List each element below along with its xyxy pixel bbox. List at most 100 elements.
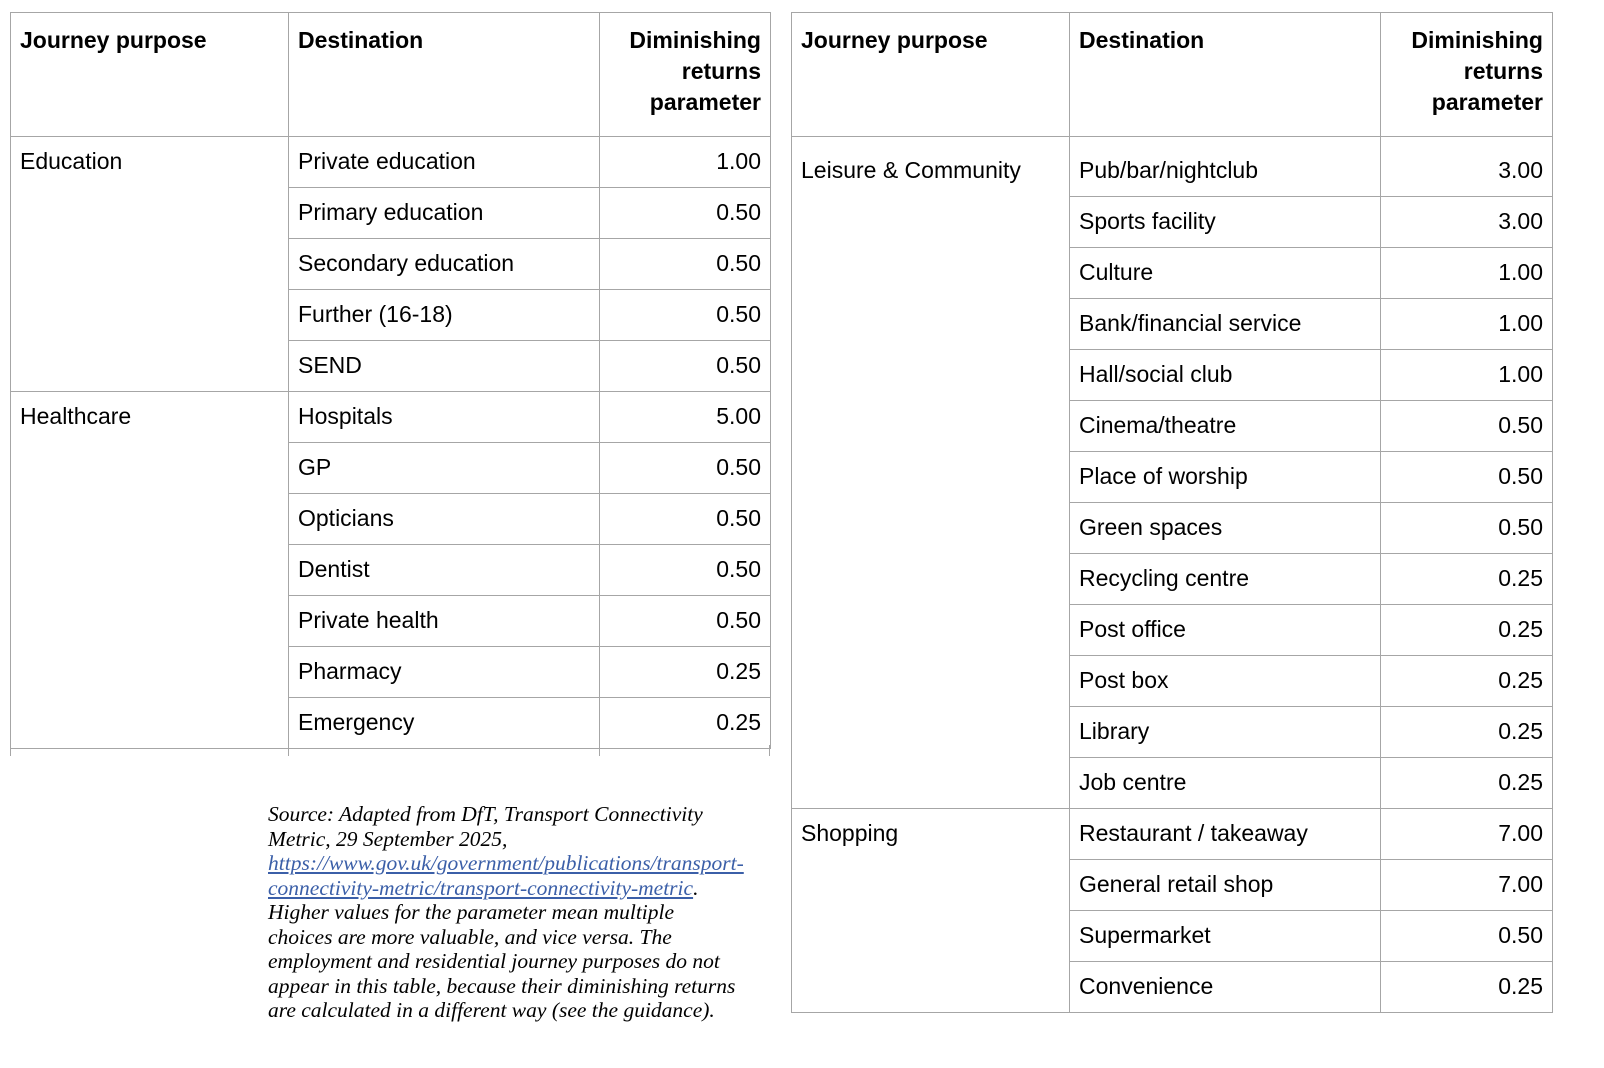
- table-row: Sports facility 3.00: [792, 196, 1553, 248]
- destination-cell: Opticians: [288, 493, 600, 545]
- table-row: Private health 0.50: [11, 595, 771, 647]
- parameter-value-cell: 7.00: [1380, 808, 1553, 860]
- parameter-value-cell: 0.25: [1380, 553, 1553, 605]
- destination-cell: Secondary education: [288, 238, 600, 290]
- table-border: [599, 745, 600, 756]
- destination-cell: General retail shop: [1069, 859, 1381, 911]
- parameter-value-cell: 3.00: [1380, 136, 1553, 197]
- table-row: Healthcare Hospitals 5.00: [10, 391, 771, 749]
- destination-cell: Private health: [288, 595, 600, 647]
- parameter-value-cell: 1.00: [1380, 349, 1553, 401]
- table-row: Library 0.25: [792, 706, 1553, 758]
- journey-purpose-cell: Healthcare: [10, 391, 289, 749]
- parameter-value-cell: 0.25: [1380, 604, 1553, 656]
- parameter-value-cell: 0.50: [599, 289, 771, 341]
- source-link[interactable]: https://www.gov.uk/government/publicatio…: [268, 851, 744, 900]
- parameter-value-cell: 1.00: [599, 136, 771, 188]
- table-row: General retail shop 7.00: [792, 859, 1553, 911]
- table-row: Leisure & Community Pub/bar/nightclub 3.00: [791, 136, 1553, 809]
- header-parameter: Diminishing returns parameter: [1380, 12, 1553, 137]
- parameter-value-cell: 3.00: [1380, 196, 1553, 248]
- parameter-value-cell: 0.50: [599, 238, 771, 290]
- journey-purpose-cell: Leisure & Community: [791, 136, 1070, 809]
- journey-purpose-cell: Shopping: [791, 808, 1070, 1013]
- destination-cell: Hall/social club: [1069, 349, 1381, 401]
- destination-cell: Restaurant / takeaway: [1069, 808, 1381, 860]
- table-row: Bank/financial service 1.00: [792, 298, 1553, 350]
- table-row: Culture 1.00: [792, 247, 1553, 299]
- table-row: Post office 0.25: [792, 604, 1553, 656]
- parameter-value-cell: 1.00: [1380, 298, 1553, 350]
- destination-cell: Pub/bar/nightclub: [1069, 136, 1381, 197]
- parameter-value-cell: 0.50: [599, 493, 771, 545]
- parameter-value-cell: 0.50: [1380, 502, 1553, 554]
- table-border: [769, 745, 770, 756]
- parameter-value-cell: 0.25: [1380, 961, 1553, 1013]
- table-row: Convenience 0.25: [792, 961, 1553, 1013]
- parameter-value-cell: 0.50: [599, 187, 771, 239]
- destination-cell: Dentist: [288, 544, 600, 596]
- table-row: Dentist 0.50: [11, 544, 771, 596]
- destination-cell: Convenience: [1069, 961, 1381, 1013]
- parameter-value-cell: 0.50: [599, 442, 771, 494]
- header-destination: Destination: [288, 12, 600, 137]
- destination-cell: Private education: [288, 136, 600, 188]
- destination-cell: Supermarket: [1069, 910, 1381, 962]
- diminishing-returns-table-left: Journey purpose Destination Diminishing …: [10, 12, 771, 749]
- parameter-value-cell: 0.25: [1380, 655, 1553, 707]
- parameter-value-cell: 0.25: [599, 646, 771, 698]
- parameter-value-cell: 0.25: [599, 697, 771, 749]
- destination-cell: SEND: [288, 340, 600, 392]
- destination-cell: Emergency: [288, 697, 600, 749]
- table-row: Emergency 0.25: [11, 697, 771, 749]
- parameter-value-cell: 1.00: [1380, 247, 1553, 299]
- destination-cell: Post office: [1069, 604, 1381, 656]
- table-row: GP 0.50: [11, 442, 771, 494]
- header-destination: Destination: [1069, 12, 1381, 137]
- header-journey-purpose: Journey purpose: [10, 12, 289, 137]
- table-row: Shopping Restaurant / takeaway 7.00: [791, 808, 1553, 1013]
- parameter-value-cell: 0.50: [1380, 451, 1553, 503]
- destination-cell: Pharmacy: [288, 646, 600, 698]
- parameter-value-cell: 5.00: [599, 391, 771, 443]
- parameter-value-cell: 0.25: [1380, 706, 1553, 758]
- parameter-value-cell: 0.50: [599, 544, 771, 596]
- table-row: Hall/social club 1.00: [792, 349, 1553, 401]
- destination-cell: Sports facility: [1069, 196, 1381, 248]
- parameter-value-cell: 0.25: [1380, 757, 1553, 809]
- destination-cell: Cinema/theatre: [1069, 400, 1381, 452]
- source-note: Source: Adapted from DfT, Transport Conn…: [268, 802, 744, 1023]
- table-row: Education Private education 1.00: [10, 136, 771, 392]
- destination-cell: Further (16-18): [288, 289, 600, 341]
- table-row: Place of worship 0.50: [792, 451, 1553, 503]
- destination-cell: Bank/financial service: [1069, 298, 1381, 350]
- source-text: Source: Adapted from DfT, Transport Conn…: [268, 802, 703, 851]
- parameter-value-cell: 0.50: [1380, 400, 1553, 452]
- diminishing-returns-table-right: Journey purpose Destination Diminishing …: [791, 12, 1553, 1013]
- destination-cell: Library: [1069, 706, 1381, 758]
- journey-purpose-cell: Education: [10, 136, 289, 392]
- destination-cell: Hospitals: [288, 391, 600, 443]
- parameter-value-cell: 7.00: [1380, 859, 1553, 911]
- note-text: . Higher values for the parameter mean m…: [268, 875, 736, 1023]
- table-row: Pharmacy 0.25: [11, 646, 771, 698]
- table-row: Primary education 0.50: [11, 187, 771, 239]
- header-journey-purpose: Journey purpose: [791, 12, 1070, 137]
- parameter-value-cell: 0.50: [599, 595, 771, 647]
- table-row: Job centre 0.25: [792, 757, 1553, 809]
- destination-cell: Place of worship: [1069, 451, 1381, 503]
- destination-cell: GP: [288, 442, 600, 494]
- table-border: [288, 745, 289, 756]
- table-row: Green spaces 0.50: [792, 502, 1553, 554]
- table-row: Post box 0.25: [792, 655, 1553, 707]
- destination-cell: Post box: [1069, 655, 1381, 707]
- table-border: [10, 745, 11, 756]
- destination-cell: Recycling centre: [1069, 553, 1381, 605]
- destination-cell: Culture: [1069, 247, 1381, 299]
- table-row: Supermarket 0.50: [792, 910, 1553, 962]
- table-row: Recycling centre 0.25: [792, 553, 1553, 605]
- parameter-value-cell: 0.50: [1380, 910, 1553, 962]
- header-parameter: Diminishing returns parameter: [599, 12, 771, 137]
- table-row: Opticians 0.50: [11, 493, 771, 545]
- destination-cell: Job centre: [1069, 757, 1381, 809]
